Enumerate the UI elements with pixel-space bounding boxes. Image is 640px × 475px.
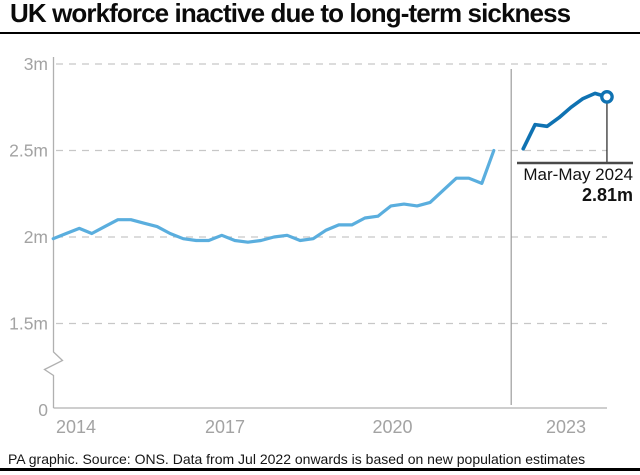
y-tick-label: 2m <box>24 227 48 247</box>
x-tick-label: 2014 <box>56 417 96 437</box>
y-tick-label: 0 <box>38 400 48 420</box>
series-line-original-estimates <box>51 148 496 244</box>
footer-credit: PA graphic. Source: ONS. Data from Jul 2… <box>8 451 586 467</box>
end-point-marker <box>600 90 614 104</box>
end-point-annotation: Mar-May 2024 2.81m <box>523 165 633 206</box>
y-tick-label: 1.5m <box>9 314 48 334</box>
x-tick-label: 2020 <box>372 417 412 437</box>
annotation-value-label: 2.81m <box>581 185 633 205</box>
bottom-rule <box>0 468 640 471</box>
y-tick-label: 2.5m <box>9 141 48 161</box>
title-divider-rule <box>0 32 640 34</box>
y-axis <box>43 57 64 408</box>
chart-title: UK workforce inactive due to long-term s… <box>10 0 571 28</box>
x-tick-label: 2017 <box>205 417 245 437</box>
y-tick-label: 3m <box>24 54 48 74</box>
series-line-new-population-estimates <box>521 91 609 151</box>
x-tick-label: 2023 <box>546 417 586 437</box>
annotation-period-label: Mar-May 2024 <box>523 165 633 184</box>
